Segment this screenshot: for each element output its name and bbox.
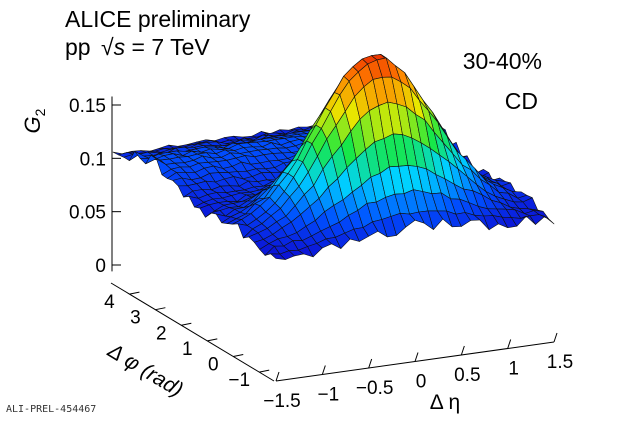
x-tick-label: 1.5 — [547, 352, 573, 373]
y-tick-label: 3 — [130, 308, 141, 329]
y-tick — [181, 322, 192, 326]
x-tick — [414, 352, 419, 362]
y-tick-label: 4 — [104, 292, 115, 313]
energy-text: = 7 TeV — [125, 34, 210, 60]
x-tick — [321, 365, 326, 375]
y-tick-label: −1 — [228, 370, 250, 391]
x-tick — [275, 371, 280, 382]
surface-cell — [538, 214, 555, 225]
y-tick — [233, 354, 244, 357]
x-tick — [460, 345, 465, 356]
y-tick — [129, 291, 140, 295]
x-tick — [507, 339, 512, 349]
system-text: pp — [65, 34, 91, 60]
z-tick-label: 0 — [95, 256, 106, 277]
y-tick — [207, 338, 218, 342]
centrality-label: 30-40% — [462, 48, 542, 74]
figure-id-label: ALI-PREL-454467 — [6, 404, 97, 415]
cd-label: CD — [504, 88, 538, 114]
y-tick — [155, 307, 166, 311]
y-axis-label: Δ φ (rad) — [103, 339, 187, 402]
y-tick-label: 0 — [208, 355, 219, 376]
surface-mesh — [112, 54, 555, 260]
y-tick-label: 2 — [156, 323, 167, 344]
x-tick-label: 1 — [508, 359, 519, 380]
x-tick-label: −1.5 — [263, 391, 301, 412]
x-axis-label: Δ η — [430, 391, 460, 414]
x-tick-label: 0.5 — [454, 365, 480, 386]
y-axis-line — [110, 282, 275, 382]
y-tick — [259, 369, 270, 373]
x-tick-label: 0 — [416, 372, 427, 393]
z-axis-label: G2 — [20, 108, 48, 133]
collision-system-label: pp √s = 7 TeV — [65, 34, 210, 60]
z-tick-label: 0.05 — [69, 203, 106, 224]
sqrt-s-text: √s — [100, 34, 126, 60]
y-tick-label: 1 — [182, 339, 193, 360]
x-tick — [553, 332, 558, 343]
z-tick-label: 0.1 — [80, 149, 106, 170]
x-tick-label: −1 — [317, 385, 339, 406]
x-tick-label: −0.5 — [356, 378, 394, 399]
experiment-label: ALICE preliminary — [65, 6, 251, 32]
z-tick-label: 0.15 — [69, 96, 106, 117]
x-tick — [368, 358, 373, 369]
